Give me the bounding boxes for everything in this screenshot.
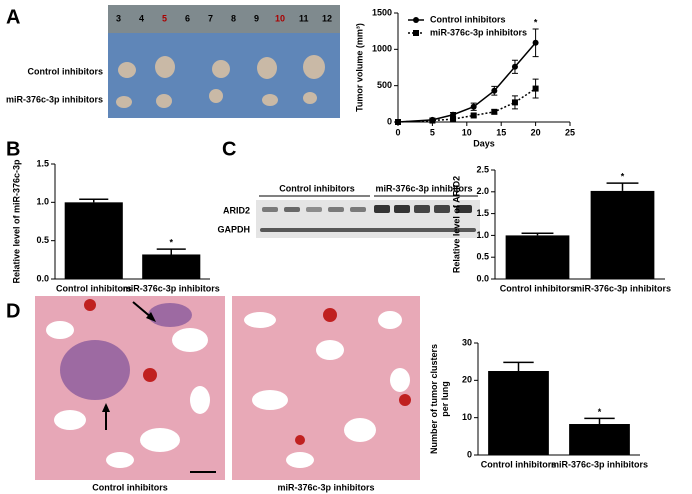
- x-tick-label: 25: [565, 127, 575, 137]
- y-tick-label: 500: [377, 80, 392, 90]
- x-tick-label: miR-376c-3p inhibitors: [551, 459, 648, 469]
- legend-marker: [413, 30, 419, 36]
- blot-row-label: ARID2: [223, 205, 250, 215]
- y-tick-label: 2.0: [476, 186, 489, 196]
- ruler-number: 11: [299, 13, 309, 23]
- bar: [142, 254, 201, 279]
- photo-row-label: Control inhibitors: [28, 66, 104, 76]
- y-tick-label: 1500: [372, 7, 392, 17]
- panel-label: A: [6, 6, 20, 28]
- y-tick-label: 30: [462, 337, 472, 347]
- x-axis-label: Days: [473, 138, 495, 148]
- series-line: [397, 42, 537, 123]
- ruler-number: 7: [208, 13, 213, 23]
- histology-caption: miR-376c-3p inhibitors: [277, 482, 374, 492]
- x-tick-label: Control inhibitors: [481, 459, 557, 469]
- y-axis-label: Tumor volume (mm³): [354, 23, 364, 112]
- error-bar: [503, 361, 534, 371]
- x-tick-label: miR-376c-3p inhibitors: [123, 283, 220, 293]
- histology-caption: Control inhibitors: [92, 482, 168, 492]
- data-point: [491, 87, 498, 94]
- y-tick-label: 1.5: [476, 208, 489, 218]
- tumor-photo: [108, 5, 340, 118]
- histology-image: [35, 296, 225, 480]
- legend-marker: [413, 17, 419, 23]
- annotation: *: [598, 407, 602, 417]
- annotation: *: [621, 171, 625, 181]
- y-tick-label: 0: [387, 116, 392, 126]
- bar: [590, 190, 655, 279]
- y-axis-label: Relative level of ARID2: [451, 176, 461, 273]
- y-tick-label: 20: [462, 375, 472, 385]
- y-tick-label: 0.5: [36, 235, 49, 245]
- legend-label: miR-376c-3p inhibitors: [430, 27, 527, 37]
- data-point: [395, 119, 401, 125]
- x-tick-label: Control inhibitors: [56, 283, 132, 293]
- data-point: [491, 108, 498, 115]
- data-point: [450, 116, 457, 123]
- ruler-number: 8: [231, 13, 236, 23]
- bar: [488, 371, 549, 455]
- data-point: [532, 85, 539, 92]
- y-axis-label: Number of tumor clusters: [429, 344, 439, 454]
- y-tick-label: 2.5: [476, 164, 489, 174]
- x-tick-label: 0: [395, 127, 400, 137]
- ruler-number: 5: [162, 13, 167, 23]
- data-point: [470, 112, 477, 119]
- annotation: *: [534, 17, 538, 27]
- y-tick-label: 0.0: [36, 273, 49, 283]
- y-tick-label: 0.0: [476, 273, 489, 283]
- data-point: [429, 117, 436, 124]
- x-tick-label: 5: [430, 127, 435, 137]
- blot-group-label: miR-376c-3p inhibitors: [375, 183, 472, 193]
- y-tick-label: 1.5: [36, 158, 49, 168]
- bar: [569, 424, 630, 455]
- blot-image: [256, 200, 480, 238]
- photo-row-label: miR-376c-3p inhibitors: [6, 94, 103, 104]
- ruler-number: 12: [322, 13, 332, 23]
- data-point: [511, 99, 518, 106]
- ruler-number: 3: [116, 13, 121, 23]
- error-bar: [521, 232, 554, 236]
- error-bar: [156, 248, 186, 255]
- panel-label: D: [6, 300, 20, 322]
- error-bar: [606, 182, 639, 191]
- bar: [505, 235, 570, 279]
- y-tick-label: 0.5: [476, 252, 489, 262]
- legend-label: Control inhibitors: [430, 14, 506, 24]
- y-tick-label: 1.0: [36, 197, 49, 207]
- ruler-number: 6: [185, 13, 190, 23]
- bar: [64, 202, 123, 279]
- histology-image: [232, 296, 420, 480]
- error-bar: [79, 198, 109, 203]
- x-tick-label: 10: [462, 127, 472, 137]
- y-tick-label: 1000: [372, 44, 392, 54]
- panel-label: C: [222, 138, 236, 160]
- ruler-number: 10: [275, 13, 285, 23]
- x-tick-label: 15: [496, 127, 506, 137]
- blot-row-label: GAPDH: [217, 224, 250, 234]
- annotation: *: [169, 237, 173, 247]
- y-tick-label: 10: [462, 412, 472, 422]
- error-bar: [584, 417, 615, 425]
- x-tick-label: 20: [531, 127, 541, 137]
- ruler-number: 9: [254, 13, 259, 23]
- data-point: [470, 103, 477, 110]
- y-axis-label: Relative level of miR-376c-3p: [11, 159, 21, 284]
- y-tick-label: 1.0: [476, 230, 489, 240]
- panel-label: B: [6, 138, 20, 160]
- y-tick-label: 0: [467, 449, 472, 459]
- y-axis-label: per lung: [440, 381, 450, 417]
- data-point: [532, 39, 539, 46]
- x-tick-label: miR-376c-3p inhibitors: [574, 283, 671, 293]
- blot-group-label: Control inhibitors: [279, 183, 355, 193]
- x-tick-label: Control inhibitors: [500, 283, 576, 293]
- data-point: [511, 63, 518, 70]
- ruler-number: 4: [139, 13, 144, 23]
